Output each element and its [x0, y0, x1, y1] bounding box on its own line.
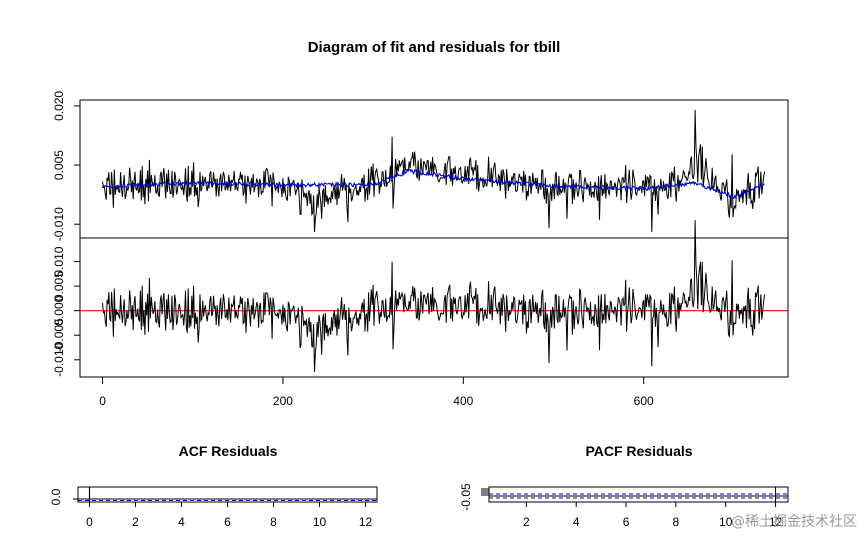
- acf-x-tick-label: 0: [86, 515, 93, 529]
- pacf-x-tick-label: 12: [769, 515, 783, 529]
- x-tick-label: 0: [99, 394, 106, 408]
- pacf-title: PACF Residuals: [585, 443, 692, 459]
- y-tick-label: 0.005: [52, 150, 66, 180]
- acf-x-tick-label: 10: [313, 515, 327, 529]
- fitted-series-line: [101, 168, 765, 200]
- acf-panel: 0 2 4 6 8 10 12 0.0: [49, 487, 377, 529]
- pacf-x-tick-label: 2: [523, 515, 530, 529]
- acf-x-tick-label: 2: [132, 515, 139, 529]
- y-tick-label: -0.010: [52, 342, 66, 376]
- acf-plot-frame: [77, 486, 378, 503]
- shared-x-axis: 0 200 400 600: [99, 376, 654, 408]
- acf-y-tick-label: 0.0: [49, 488, 63, 505]
- acf-x-tick-label: 6: [224, 515, 231, 529]
- pacf-x-tick-label: 6: [623, 515, 630, 529]
- pacf-x-tick-label: 10: [719, 515, 733, 529]
- actual-series-line: [102, 109, 766, 233]
- y-tick-label: 0.005: [52, 271, 66, 301]
- pacf-x-tick-label: 4: [573, 515, 580, 529]
- chart-title: Diagram of fit and residuals for tbill: [308, 39, 561, 56]
- pacf-panel: 2 4 6 8 10 12 -0.05: [459, 483, 788, 529]
- pacf-y-tick-label: -0.05: [459, 483, 473, 511]
- fit-panel: 0.020 0.005 -0.010: [52, 91, 766, 241]
- x-tick-label: 200: [273, 394, 293, 408]
- y-tick-label: 0.020: [52, 91, 66, 121]
- y-tick-label: 0.010: [52, 246, 66, 276]
- x-tick-label: 600: [634, 394, 654, 408]
- y-tick-label: -0.010: [52, 207, 66, 241]
- acf-x-tick-label: 8: [270, 515, 277, 529]
- residual-series-line: [102, 220, 766, 372]
- watermark-text: @稀土掘金技术社区: [731, 514, 857, 530]
- pacf-x-tick-label: 8: [673, 515, 680, 529]
- y-tick-label: 0.000: [52, 295, 66, 325]
- y-tick-label: -0.005: [52, 318, 66, 352]
- acf-x-tick-label: 12: [359, 515, 373, 529]
- x-tick-label: 400: [453, 394, 473, 408]
- acf-x-tick-label: 4: [178, 515, 185, 529]
- acf-title: ACF Residuals: [179, 443, 278, 459]
